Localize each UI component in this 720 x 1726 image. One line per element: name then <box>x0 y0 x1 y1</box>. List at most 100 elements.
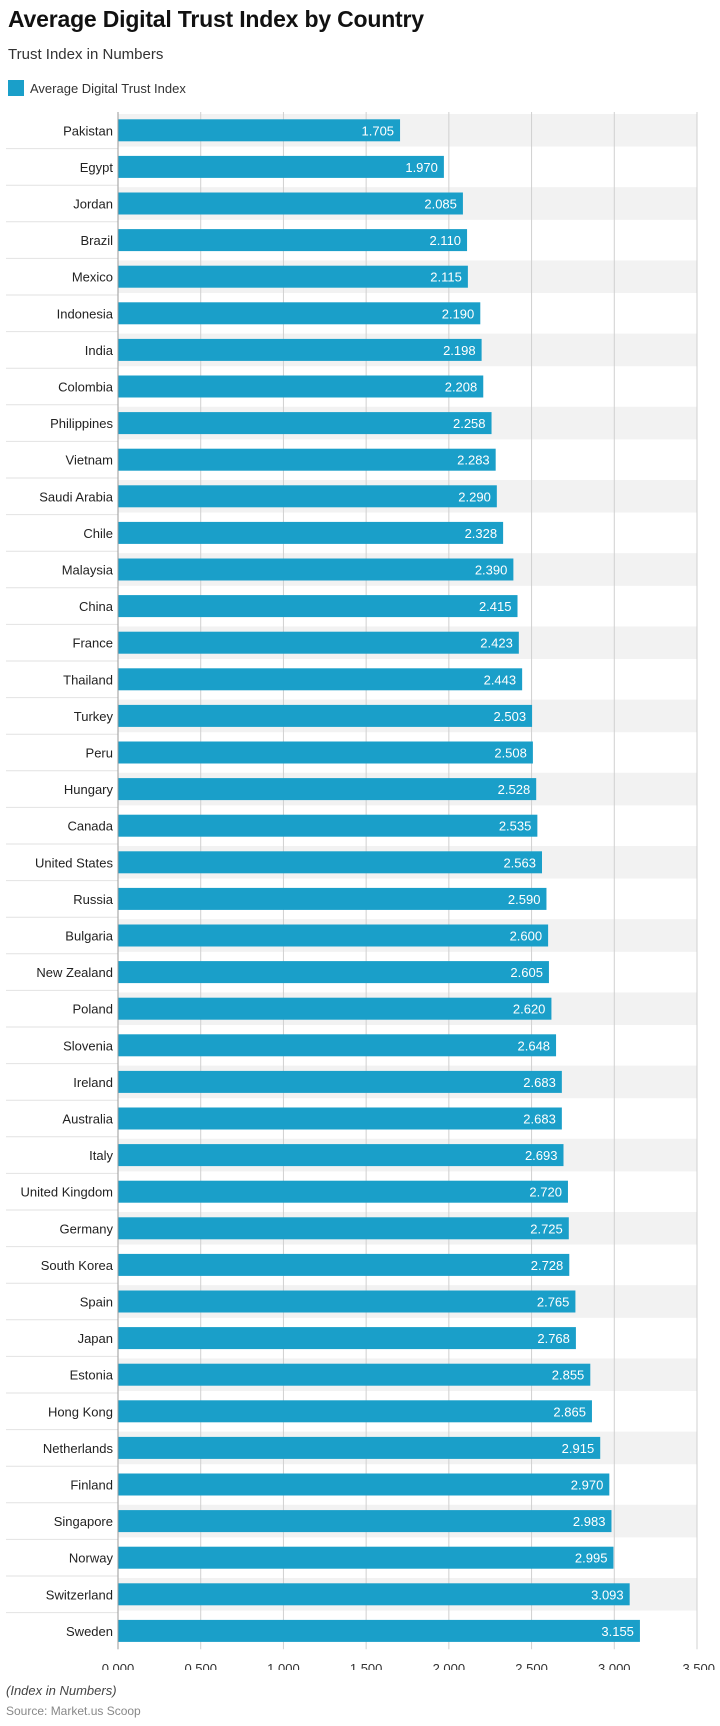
bar <box>118 302 481 325</box>
data-label: 2.725 <box>530 1221 563 1236</box>
data-label: 2.605 <box>510 965 543 980</box>
data-label: 2.535 <box>499 819 532 834</box>
data-label: 2.110 <box>429 233 461 248</box>
category-label: Canada <box>67 819 113 834</box>
legend-label: Average Digital Trust Index <box>30 80 186 96</box>
bar <box>118 961 549 984</box>
bar <box>118 229 468 252</box>
bar <box>118 375 484 398</box>
data-label: 3.093 <box>591 1587 624 1602</box>
bar <box>118 338 482 361</box>
bar <box>118 1253 570 1276</box>
category-label: Mexico <box>72 270 113 285</box>
category-label: India <box>85 343 114 358</box>
bar <box>118 155 444 178</box>
data-label: 2.115 <box>430 270 462 285</box>
category-label: New Zealand <box>36 965 113 980</box>
bar <box>118 1144 564 1167</box>
bar <box>118 1473 610 1496</box>
x-tick-label: 3.500 <box>682 1661 715 1670</box>
category-label: Finland <box>70 1478 113 1493</box>
data-label: 2.415 <box>479 599 512 614</box>
x-tick-label: 1.000 <box>267 1661 300 1670</box>
category-label: Spain <box>80 1295 113 1310</box>
category-label: Saudi Arabia <box>39 489 113 504</box>
data-label: 2.720 <box>529 1185 562 1200</box>
category-label: Turkey <box>74 709 114 724</box>
bar <box>118 924 549 947</box>
category-label: Brazil <box>80 233 113 248</box>
data-label: 2.768 <box>537 1331 570 1346</box>
category-label: Russia <box>73 892 114 907</box>
x-tick-label: 0.500 <box>184 1661 217 1670</box>
x-tick-label: 1.500 <box>350 1661 383 1670</box>
category-label: Hungary <box>64 782 114 797</box>
bar <box>118 521 504 544</box>
category-label: Malaysia <box>62 563 114 578</box>
data-label: 2.995 <box>575 1551 608 1566</box>
bar <box>118 265 468 288</box>
bar <box>118 814 538 837</box>
data-label: 2.563 <box>503 855 536 870</box>
data-label: 2.390 <box>475 563 508 578</box>
legend: Average Digital Trust Index <box>8 80 186 96</box>
category-label: Vietnam <box>66 453 113 468</box>
bar <box>118 1290 576 1313</box>
x-tick-label: 2.000 <box>433 1661 466 1670</box>
data-label: 1.970 <box>405 160 438 175</box>
category-label: Ireland <box>73 1075 113 1090</box>
data-label: 2.728 <box>531 1258 564 1273</box>
data-label: 2.983 <box>573 1514 606 1529</box>
category-label: Japan <box>78 1331 113 1346</box>
bar <box>118 851 542 874</box>
data-label: 2.620 <box>513 1002 546 1017</box>
legend-swatch <box>8 80 24 96</box>
category-label: Slovenia <box>63 1038 114 1053</box>
category-label: United States <box>35 855 114 870</box>
bar <box>118 997 552 1020</box>
category-label: Italy <box>89 1148 113 1163</box>
category-label: Thailand <box>63 672 113 687</box>
category-label: Indonesia <box>57 306 114 321</box>
data-label: 2.328 <box>465 526 498 541</box>
category-label: United Kingdom <box>21 1185 114 1200</box>
bar <box>118 448 496 471</box>
data-label: 2.423 <box>480 636 513 651</box>
category-label: Pakistan <box>63 123 113 138</box>
bar <box>118 741 533 764</box>
data-label: 2.865 <box>553 1404 586 1419</box>
bar <box>118 1327 576 1350</box>
data-label: 2.970 <box>571 1478 604 1493</box>
bar <box>118 1400 592 1423</box>
data-label: 1.705 <box>362 123 395 138</box>
category-label: Germany <box>60 1221 114 1236</box>
bar <box>118 558 514 581</box>
source-note: Source: Market.us Scoop <box>6 1704 141 1718</box>
category-label: Chile <box>83 526 113 541</box>
data-label: 2.590 <box>508 892 541 907</box>
footnote: (Index in Numbers) <box>6 1683 117 1698</box>
data-label: 2.855 <box>552 1368 585 1383</box>
bar <box>118 1180 568 1203</box>
bar <box>118 1107 562 1130</box>
category-label: Bulgaria <box>65 929 113 944</box>
data-label: 2.290 <box>458 489 491 504</box>
data-label: 2.503 <box>494 709 527 724</box>
category-label: Netherlands <box>43 1441 114 1456</box>
category-label: Singapore <box>54 1514 113 1529</box>
data-label: 2.915 <box>562 1441 595 1456</box>
data-label: 2.683 <box>523 1075 556 1090</box>
category-label: France <box>73 636 113 651</box>
x-tick-label: 2.500 <box>515 1661 548 1670</box>
bar <box>118 1619 640 1642</box>
data-label: 2.443 <box>484 672 517 687</box>
x-tick-label: 3.000 <box>598 1661 631 1670</box>
bar <box>118 668 523 691</box>
data-label: 2.258 <box>453 416 486 431</box>
data-label: 2.508 <box>494 746 527 761</box>
bar <box>118 1436 601 1459</box>
category-label: Colombia <box>58 380 114 395</box>
data-label: 2.765 <box>537 1295 570 1310</box>
bar-chart: Pakistan 1.705 Egypt 1.970 Jordan 2.085 Brazil… <box>6 112 715 1670</box>
bar <box>118 631 519 654</box>
